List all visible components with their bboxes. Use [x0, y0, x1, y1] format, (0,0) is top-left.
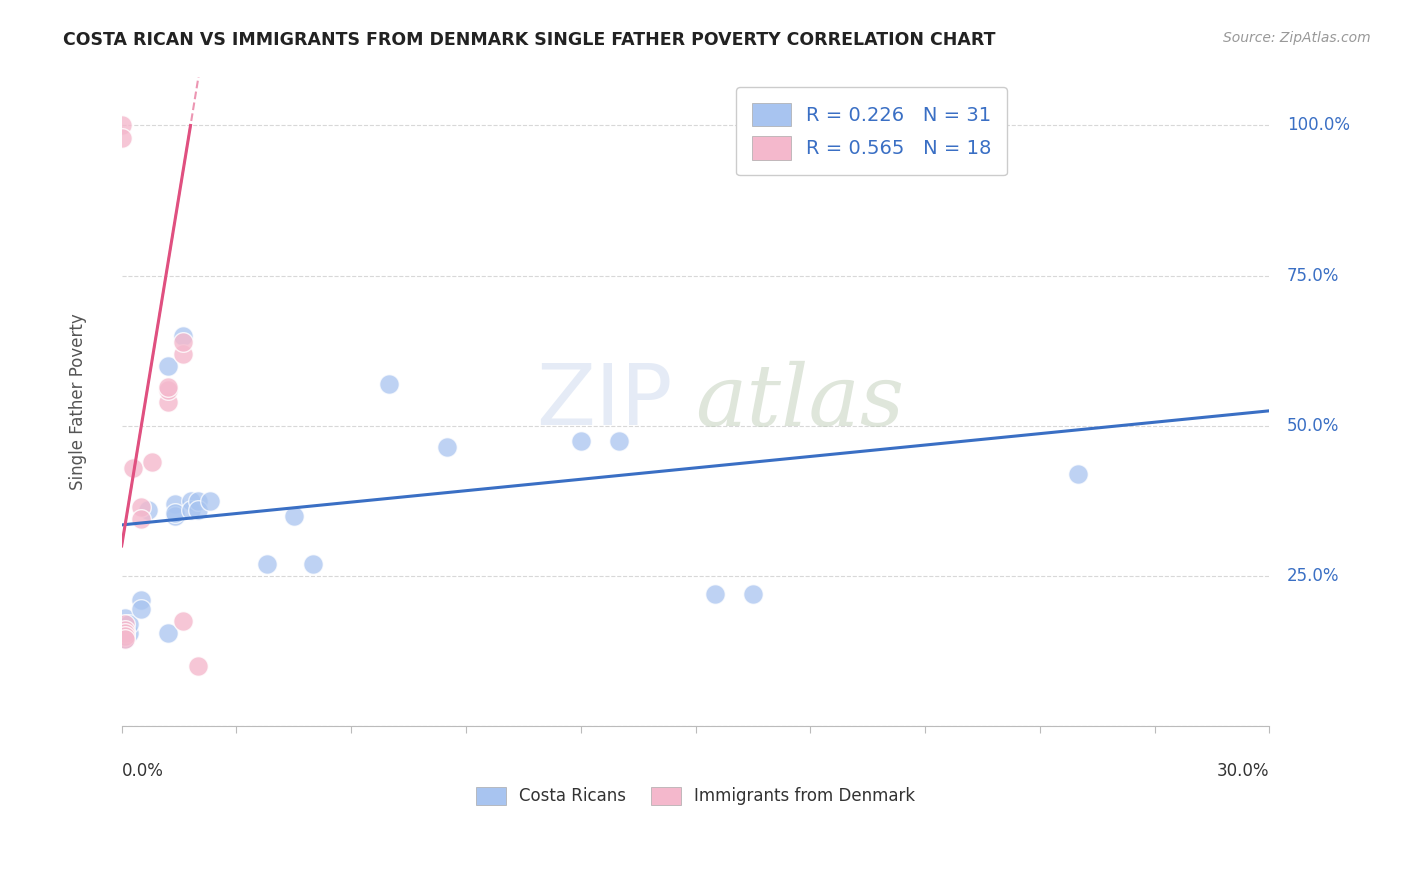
Point [129, 593, 152, 607]
Point [114, 623, 136, 637]
Point [172, 347, 194, 361]
Text: 25.0%: 25.0% [1286, 567, 1339, 585]
Point [114, 626, 136, 640]
Point [742, 587, 765, 601]
Point [1067, 467, 1090, 481]
Point [111, 119, 134, 133]
Point [172, 614, 194, 628]
Text: 0.0%: 0.0% [122, 762, 163, 780]
Point [114, 629, 136, 643]
Text: 30.0%: 30.0% [1218, 762, 1270, 780]
Point [165, 508, 187, 523]
Point [114, 611, 136, 625]
Point [172, 334, 194, 349]
Point [129, 500, 152, 514]
Point [156, 626, 179, 640]
Point [114, 623, 136, 637]
Point [138, 503, 160, 517]
Point [129, 512, 152, 526]
Point [569, 434, 592, 448]
Point [187, 503, 209, 517]
Point [156, 380, 179, 394]
Point [129, 602, 152, 616]
Point [114, 629, 136, 643]
Text: atlas: atlas [696, 360, 904, 443]
Text: COSTA RICAN VS IMMIGRANTS FROM DENMARK SINGLE FATHER POVERTY CORRELATION CHART: COSTA RICAN VS IMMIGRANTS FROM DENMARK S… [63, 31, 995, 49]
Point [283, 508, 305, 523]
Point [436, 440, 458, 454]
Text: 100.0%: 100.0% [1286, 117, 1350, 135]
Text: 50.0%: 50.0% [1286, 417, 1339, 434]
Point [156, 359, 179, 373]
Point [172, 328, 194, 343]
Point [165, 506, 187, 520]
Point [703, 587, 725, 601]
Point [114, 632, 136, 646]
Point [302, 557, 325, 571]
Point [256, 557, 278, 571]
Point [607, 434, 630, 448]
Text: Single Father Poverty: Single Father Poverty [69, 313, 87, 491]
Point [118, 617, 141, 632]
Point [187, 494, 209, 508]
Text: Source: ZipAtlas.com: Source: ZipAtlas.com [1223, 31, 1371, 45]
Point [180, 494, 202, 508]
Point [156, 383, 179, 397]
Text: ZIP: ZIP [536, 360, 672, 443]
Point [111, 130, 134, 145]
Legend: Costa Ricans, Immigrants from Denmark: Costa Ricans, Immigrants from Denmark [470, 780, 922, 812]
Point [114, 626, 136, 640]
Point [114, 617, 136, 632]
Point [187, 659, 209, 673]
Point [122, 461, 145, 475]
Point [118, 626, 141, 640]
Point [180, 503, 202, 517]
Point [156, 394, 179, 409]
Point [114, 632, 136, 646]
Point [165, 497, 187, 511]
Text: 75.0%: 75.0% [1286, 267, 1339, 285]
Point [141, 455, 163, 469]
Point [378, 376, 401, 391]
Point [198, 494, 221, 508]
